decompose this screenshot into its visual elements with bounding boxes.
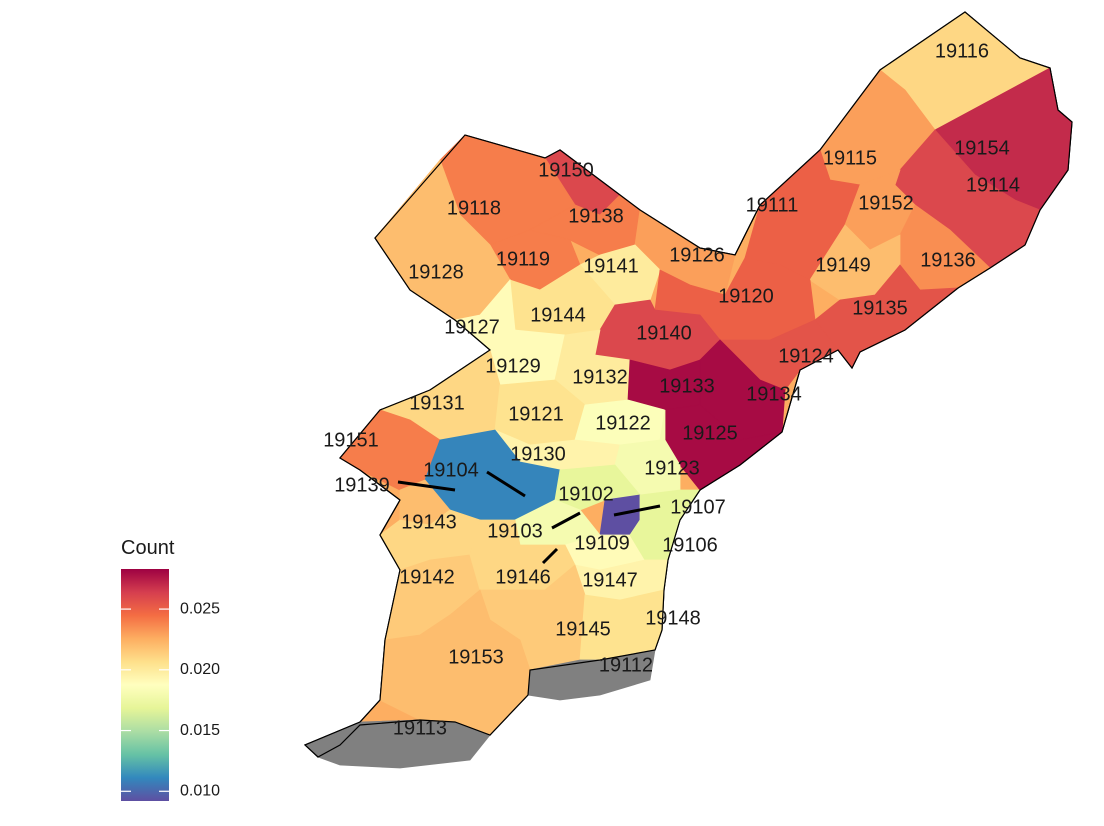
zip-label-19135: 19135 <box>852 297 908 319</box>
zip-label-19150: 19150 <box>538 159 594 181</box>
legend-title: Count <box>121 537 175 559</box>
zip-label-19121: 19121 <box>508 403 564 425</box>
zip-label-19103: 19103 <box>487 520 543 542</box>
zip-label-19138: 19138 <box>568 205 624 227</box>
legend-tick-label: 0.015 <box>180 722 220 739</box>
label-connectors <box>397 470 661 565</box>
zip-label-19143: 19143 <box>401 511 457 533</box>
zip-label-19149: 19149 <box>815 254 871 276</box>
zip-label-19104: 19104 <box>423 459 479 481</box>
zip-label-19146: 19146 <box>495 566 551 588</box>
zip-label-19140: 19140 <box>636 322 692 344</box>
zip-label-19102: 19102 <box>558 483 614 505</box>
zip-label-19134: 19134 <box>746 383 802 405</box>
zip-label-19128: 19128 <box>408 261 464 283</box>
zip-label-19139: 19139 <box>334 474 390 496</box>
zip-label-19148: 19148 <box>645 607 701 629</box>
zip-label-19125: 19125 <box>682 422 738 444</box>
zip-label-19145: 19145 <box>555 618 611 640</box>
zip-label-19123: 19123 <box>644 457 700 479</box>
legend-tick-label: 0.020 <box>180 661 220 678</box>
zip-label-19122: 19122 <box>595 412 651 434</box>
legend-tick-label: 0.025 <box>180 600 220 617</box>
zip-region-19113 <box>304 719 491 769</box>
zip-label-19114: 19114 <box>966 174 1020 196</box>
zip-label-19129: 19129 <box>485 355 541 377</box>
connector-19146 <box>541 547 559 565</box>
zip-label-19131: 19131 <box>409 392 465 414</box>
connector-19104 <box>486 470 526 498</box>
zip-label-19136: 19136 <box>920 249 976 271</box>
city-border <box>303 11 1073 758</box>
connector-19107 <box>613 504 661 517</box>
zip-label-19127: 19127 <box>444 316 500 338</box>
zip-label-19118: 19118 <box>447 197 501 219</box>
connector-19103 <box>551 511 581 530</box>
zip-label-19113: 19113 <box>393 717 447 739</box>
legend: Count 0.010 0.015 0.020 0.025 <box>121 537 220 801</box>
zip-label-19120: 19120 <box>718 285 774 307</box>
zip-label-19109: 19109 <box>574 532 630 554</box>
legend-ticks: 0.010 0.015 0.020 0.025 <box>121 600 220 800</box>
zip-label-19130: 19130 <box>510 443 566 465</box>
zip-label-19115: 19115 <box>823 147 877 169</box>
zip-label-19112: 19112 <box>599 654 653 676</box>
legend-tick-label: 0.010 <box>180 783 220 800</box>
zip-region-19112 <box>527 649 656 701</box>
zip-label-19132: 19132 <box>572 366 628 388</box>
zip-label-19151: 19151 <box>323 429 379 451</box>
zip-regions <box>303 11 1073 769</box>
connector-19139 <box>397 480 456 492</box>
zip-label-19126: 19126 <box>669 244 725 266</box>
zip-label-19106: 19106 <box>662 534 718 556</box>
zip-label-19119: 19119 <box>496 248 550 270</box>
legend-colorbar <box>121 569 169 801</box>
zip-labels: 19116 19154 19115 19114 19111 19152 19136 19149… <box>323 40 1020 739</box>
zip-label-19142: 19142 <box>399 566 455 588</box>
zip-label-19141: 19141 <box>583 255 639 277</box>
zip-label-19154: 19154 <box>954 137 1010 159</box>
zip-label-19153: 19153 <box>448 646 504 668</box>
zip-label-19147: 19147 <box>582 569 638 591</box>
zip-label-19111: 19111 <box>746 194 799 216</box>
zip-label-19133: 19133 <box>659 375 715 397</box>
zip-label-19124: 19124 <box>778 345 834 367</box>
zip-label-19152: 19152 <box>858 192 914 214</box>
zip-label-19107: 19107 <box>670 496 726 518</box>
zip-label-19144: 19144 <box>530 304 586 326</box>
zip-label-19116: 19116 <box>935 40 989 62</box>
